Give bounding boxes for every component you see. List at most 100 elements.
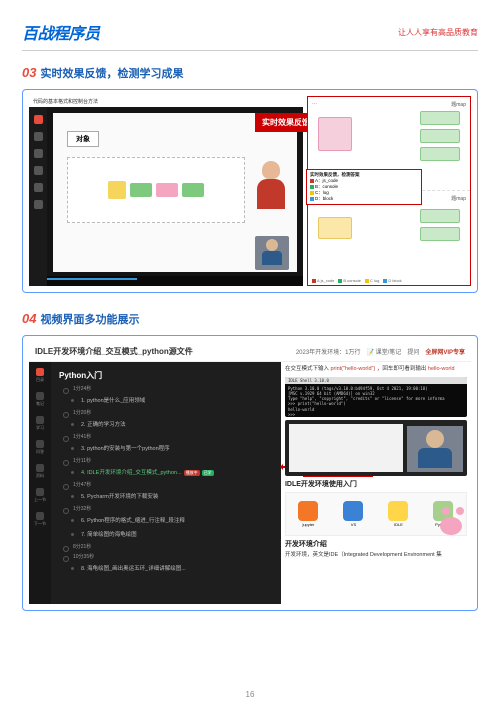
mini-header: 题map: [451, 101, 466, 108]
nav-item[interactable]: 资料: [33, 464, 47, 479]
terminal-title: IDLE Shell 3.10.0: [285, 377, 467, 384]
video-frame[interactable]: [285, 420, 467, 476]
section-text: 视频界面多功能展示: [40, 311, 139, 327]
lesson-item[interactable]: 1. python是什么_应用领域: [55, 393, 277, 407]
diagram-box: [182, 183, 204, 197]
slide-title: 对象: [67, 131, 99, 147]
subheading: 开发环境介绍: [285, 539, 467, 549]
tool-label: jupyter: [302, 522, 314, 527]
section-03-panel: 代码的基本格式和控制台方法 对象: [22, 89, 478, 293]
section-text: 实时效果反馈，检测学习成果: [40, 65, 183, 81]
title-bar-links: 2023年开发环境：1万行 📝 课堂/笔记 提问 全屏网VIP专享: [296, 347, 465, 356]
mini-green-box: [420, 111, 460, 125]
section-time: 8分21秒: [55, 541, 277, 551]
nav-item[interactable]: 笔记: [33, 392, 47, 407]
tool-label: IDLE: [394, 522, 403, 527]
link[interactable]: 2023年开发环境：1万行: [296, 347, 361, 356]
tool-item: jupyter: [288, 501, 329, 527]
chapter-list: Python入门 1分24秒1. python是什么_应用领域1分20秒2. 正…: [51, 362, 281, 604]
nav-item[interactable]: 上一节: [33, 488, 47, 503]
video-timeline[interactable]: [47, 276, 303, 286]
section-time: 1分47秒: [55, 479, 277, 489]
feedback-panel: ···题map A js_code B console C log 实时效果反馈…: [307, 96, 471, 286]
webcam-thumbnail: [407, 426, 463, 472]
video-caption-bar: 代码的基本格式和控制台方法: [29, 96, 303, 107]
sidebar-icon[interactable]: [34, 200, 43, 209]
sidebar-icon[interactable]: [34, 166, 43, 175]
diagram-box: [108, 181, 126, 199]
section-time: 1分32秒: [55, 503, 277, 513]
vip-badge[interactable]: 全屏网VIP专享: [425, 347, 465, 356]
slide-diagram: [67, 157, 245, 223]
section-time: 1分11秒: [55, 455, 277, 465]
course-title: IDLE开发环境介绍_交互模式_python源文件: [35, 346, 193, 357]
subheading: IDLE开发环境使用入门: [285, 479, 467, 489]
nav-item[interactable]: 问答: [33, 440, 47, 455]
jupyter-icon: [298, 501, 318, 521]
page-number: 16: [0, 690, 500, 699]
tagline: 让人人享有高品质教育: [398, 27, 478, 38]
course-title-bar: IDLE开发环境介绍_交互模式_python源文件 2023年开发环境：1万行 …: [29, 342, 471, 362]
terminal-line: >>>: [288, 412, 464, 417]
section-time: 1分20秒: [55, 407, 277, 417]
progress-bar[interactable]: [47, 278, 137, 280]
mini-green-box: [420, 227, 460, 241]
nav-item[interactable]: 学习: [33, 416, 47, 431]
lesson-item[interactable]: 3. python的安装与第一个python程序: [55, 441, 277, 455]
sidebar-icon[interactable]: [34, 132, 43, 141]
VS-icon: [343, 501, 363, 521]
player-sidebar: [29, 107, 47, 286]
left-nav: 目录 笔记 学习 问答 资料 上一节 下一节: [29, 362, 51, 604]
webcam-thumbnail: [255, 236, 289, 270]
instruction-text: 在交互模式下输入 print("hello-world") ，回车即可看到输出 …: [285, 366, 467, 374]
video-player[interactable]: 对象: [29, 107, 303, 286]
sidebar-icon[interactable]: [34, 183, 43, 192]
section-04-panel: IDLE开发环境介绍_交互模式_python源文件 2023年开发环境：1万行 …: [22, 335, 478, 611]
lesson-content: 在交互模式下输入 print("hello-world") ，回车即可看到输出 …: [281, 362, 471, 604]
mini-header: ···: [312, 101, 317, 108]
page-header: 百战程序员 让人人享有高品质教育: [22, 20, 478, 44]
mini-pink-box: [318, 117, 352, 151]
lesson-item[interactable]: 5. Pycharm开发环境的下载安装: [55, 489, 277, 503]
section-time: 1分24秒: [55, 383, 277, 393]
instructor-figure: [249, 157, 293, 223]
link[interactable]: 提问: [407, 347, 419, 356]
mascot-icon: [438, 507, 468, 537]
chapter-heading: Python入门: [55, 368, 277, 383]
link[interactable]: 📝 课堂/笔记: [367, 347, 402, 356]
tool-item: VS: [333, 501, 374, 527]
IDLE-icon: [388, 501, 408, 521]
tool-item: IDLE: [378, 501, 419, 527]
legend: A js_code B console C log D block: [312, 278, 402, 283]
header-rule: [22, 50, 478, 51]
diagram-box: [130, 183, 152, 197]
section-03-title: 03 实时效果反馈，检测学习成果: [22, 65, 478, 81]
nav-item[interactable]: 目录: [33, 368, 47, 383]
mini-yellow-box: [318, 217, 352, 239]
section-number: 03: [22, 65, 36, 80]
lesson-item[interactable]: 8. 海龟绘图_画出奥运五环_详细讲解绘图...: [55, 561, 277, 575]
lesson-item[interactable]: 6. Python程序的格式_缩进_行注释_段注释: [55, 513, 277, 527]
answer-box: 实时效果反馈，检测答案 A：js_code B：console C：log D：…: [306, 169, 422, 205]
mini-green-box: [420, 129, 460, 143]
nav-item[interactable]: 下一节: [33, 512, 47, 527]
mini-header: 题map: [451, 195, 466, 202]
mini-green-box: [420, 147, 460, 161]
lesson-item[interactable]: 4. IDLE开发环境介绍_交互模式_python...播放中已学: [55, 465, 277, 479]
feedback-top-diagram: ···题map A js_code B console C log 实时效果反馈…: [308, 97, 470, 191]
tools-row: jupyterVSIDLEPyCharm: [285, 492, 467, 536]
section-04-title: 04 视频界面多功能展示: [22, 311, 478, 327]
lesson-item[interactable]: 7. 简单绘图的海龟绘图: [55, 527, 277, 541]
chapter-sidebar: 目录 笔记 学习 问答 资料 上一节 下一节 Python入门 1分24秒1. …: [29, 362, 281, 604]
diagram-box: [156, 183, 178, 197]
section-time: 10分35秒: [55, 551, 277, 561]
terminal: IDLE Shell 3.10.0 Python 3.10.0 (tags/v3…: [285, 377, 467, 417]
tool-label: VS: [351, 522, 356, 527]
logo: 百战程序员: [22, 20, 100, 44]
section-time: 1分41秒: [55, 431, 277, 441]
description-text: 开发环境，英文是IDE（Integrated Development Envir…: [285, 552, 467, 560]
lesson-item[interactable]: 2. 正确的学习方法: [55, 417, 277, 431]
sidebar-icon[interactable]: [34, 115, 43, 124]
feedback-bot-diagram: 题map A js_code B console C log D block: [308, 191, 470, 285]
sidebar-icon[interactable]: [34, 149, 43, 158]
